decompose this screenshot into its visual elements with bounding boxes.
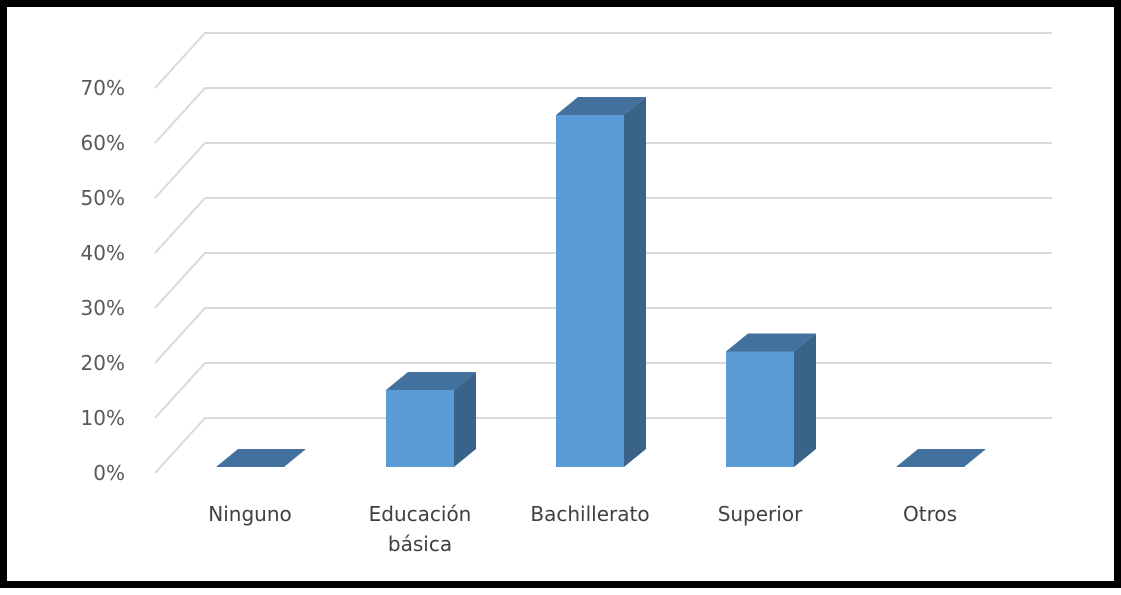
bar: [386, 372, 476, 467]
gridline: [154, 32, 1052, 89]
x-category-label: Bachillerato: [530, 502, 649, 526]
y-tick-label: 70%: [81, 76, 125, 100]
bar-top-face: [386, 372, 476, 390]
y-axis-ticks: 0% 10% 20% 30% 40% 50% 60% 70%: [81, 76, 125, 485]
x-category-label: Ninguno: [208, 502, 291, 526]
x-category-label: Educación: [369, 502, 472, 526]
gridline: [154, 252, 1052, 309]
x-category-label: Superior: [718, 502, 803, 526]
bar-front-face: [726, 351, 794, 467]
bar-side-face: [454, 372, 476, 467]
y-tick-label: 50%: [81, 186, 125, 210]
y-tick-label: 10%: [81, 406, 125, 430]
bar-front-face: [556, 115, 624, 467]
gridlines: [154, 32, 1052, 474]
x-axis-labels: Ninguno Educación básica Bachillerato Superi…: [208, 502, 957, 556]
gridline: [154, 142, 1052, 199]
y-tick-label: 60%: [81, 131, 125, 155]
bar-top-face: [216, 449, 306, 467]
chart-canvas: 0% 10% 20% 30% 40% 50% 60% 70% Ninguno Educación…: [81, 32, 1052, 556]
y-tick-label: 0%: [93, 461, 125, 485]
y-tick-label: 30%: [81, 296, 125, 320]
gridline: [154, 87, 1052, 144]
bar-top-face: [556, 97, 646, 115]
bar-side-face: [794, 333, 816, 467]
bar: [726, 333, 816, 467]
bar-front-face: [386, 390, 454, 467]
bar: [896, 449, 986, 467]
gridline: [154, 307, 1052, 364]
bar-top-face: [896, 449, 986, 467]
y-tick-label: 40%: [81, 241, 125, 265]
bar: [556, 97, 646, 467]
gridline: [154, 197, 1052, 254]
y-tick-label: 20%: [81, 351, 125, 375]
bar: [216, 449, 306, 467]
x-category-label: Otros: [903, 502, 957, 526]
x-category-label: básica: [388, 532, 452, 556]
bar-top-face: [726, 333, 816, 352]
bar-side-face: [624, 97, 646, 467]
bars: [216, 97, 986, 467]
